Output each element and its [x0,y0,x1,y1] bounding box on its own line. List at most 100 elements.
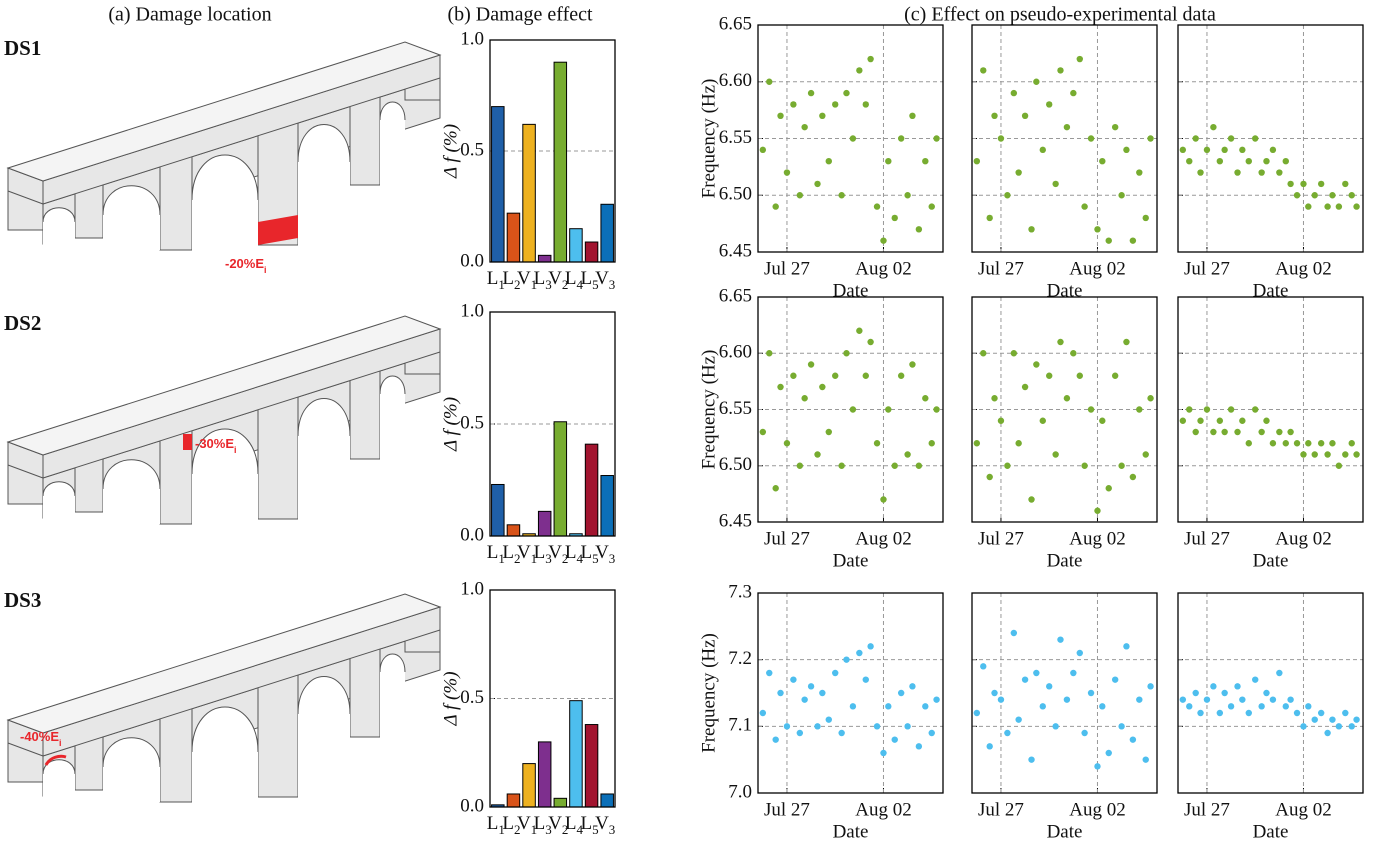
data-point [1094,226,1100,232]
damage-zone [183,434,192,450]
data-point [892,215,898,221]
data-point [904,723,910,729]
data-point [1204,696,1210,702]
bar [601,204,614,262]
data-point [1276,429,1282,435]
data-point [856,328,862,334]
data-point [1011,350,1017,356]
column-header: (a) Damage location [108,4,271,26]
data-point [1217,158,1223,164]
data-point [1300,451,1306,457]
data-point [1318,440,1324,446]
bar [601,794,614,807]
data-point [777,384,783,390]
data-point [1246,440,1252,446]
data-point [1094,508,1100,514]
data-point [1349,192,1355,198]
data-point [1081,203,1087,209]
x-tick-label: Jul 27 [1184,258,1230,279]
data-point [1046,373,1052,379]
data-point [766,670,772,676]
data-point [1210,124,1216,130]
data-point [1336,463,1342,469]
data-point [1130,237,1136,243]
data-point [819,113,825,119]
data-point [1033,361,1039,367]
plot-frame [1178,593,1363,793]
data-point [1270,440,1276,446]
data-point [974,158,980,164]
x-axis-label: Date [833,280,869,301]
data-point [1210,429,1216,435]
data-point [1270,147,1276,153]
data-point [1147,683,1153,689]
y-tick-label: 7.0 [728,781,752,802]
data-point [1046,683,1052,689]
data-point [874,440,880,446]
data-point [1342,181,1348,187]
data-point [1246,710,1252,716]
y-axis-label: Frequency (Hz) [698,79,719,199]
data-point [974,710,980,716]
data-point [916,226,922,232]
data-point [892,463,898,469]
data-point [1022,676,1028,682]
data-point [777,113,783,119]
data-point [863,101,869,107]
data-point [1336,723,1342,729]
data-point [850,135,856,141]
data-point [1252,406,1258,412]
data-point [843,90,849,96]
data-point [808,683,814,689]
data-point [1336,203,1342,209]
data-point [874,723,880,729]
data-point [1033,670,1039,676]
data-point [929,440,935,446]
x-tick-label: V3 [595,542,615,566]
x-tick-label: Aug 02 [855,799,911,820]
data-point [760,147,766,153]
data-point [1252,676,1258,682]
y-tick-label: 1.0 [460,578,484,599]
data-point [867,56,873,62]
y-tick-label: 6.55 [719,398,752,419]
data-point [1106,750,1112,756]
data-point [838,463,844,469]
data-point [760,710,766,716]
x-tick-label: Aug 02 [1275,258,1331,279]
data-point [1015,440,1021,446]
data-point [1217,418,1223,424]
y-tick-label: 1.0 [460,300,484,321]
data-point [814,181,820,187]
data-point [1118,463,1124,469]
data-point [850,703,856,709]
data-point [772,485,778,491]
data-point [766,79,772,85]
data-point [1094,763,1100,769]
data-point [1081,463,1087,469]
data-point [922,395,928,401]
x-tick-label: Jul 27 [764,799,810,820]
x-tick-label: Aug 02 [855,258,911,279]
data-point [1186,703,1192,709]
x-tick-label: Jul 27 [764,528,810,549]
data-point [1234,429,1240,435]
x-tick-label: Jul 27 [1184,528,1230,549]
data-point [826,429,832,435]
data-point [885,158,891,164]
data-point [1123,643,1129,649]
x-tick-label: Aug 02 [1275,799,1331,820]
data-point [1192,135,1198,141]
data-point [1033,79,1039,85]
data-point [850,406,856,412]
data-point [1329,716,1335,722]
plot-frame [758,593,943,793]
data-point [1077,373,1083,379]
data-point [1270,696,1276,702]
y-tick-label: 7.3 [728,581,752,602]
x-tick-label: V3 [595,813,615,837]
data-point [1204,147,1210,153]
data-point [880,496,886,502]
data-point [1064,395,1070,401]
data-point [1130,736,1136,742]
